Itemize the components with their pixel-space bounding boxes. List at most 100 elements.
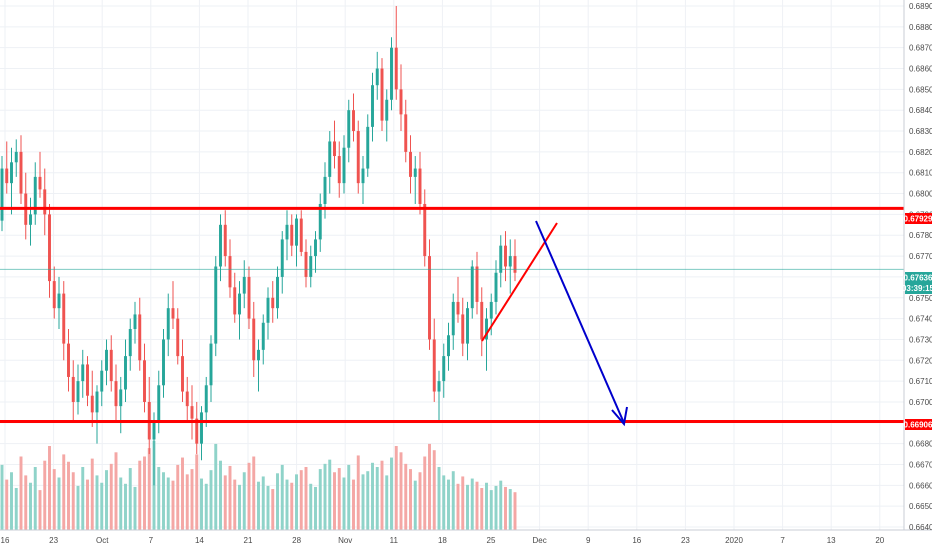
volume-bar bbox=[95, 475, 99, 530]
candle-body bbox=[390, 47, 393, 100]
volume-bar bbox=[57, 477, 61, 530]
volume-bar bbox=[133, 486, 137, 530]
candle-body bbox=[242, 276, 246, 294]
volume-bar bbox=[24, 475, 28, 530]
candle-body bbox=[162, 339, 165, 386]
candle-body bbox=[494, 272, 498, 302]
price-tick-label: 0.66400 bbox=[909, 523, 932, 532]
candle-body bbox=[347, 110, 351, 148]
volume-bar bbox=[162, 472, 165, 530]
candle-body bbox=[181, 356, 184, 392]
badge-upper-level: 0.67929 bbox=[904, 213, 932, 224]
candle-body bbox=[361, 168, 365, 184]
volume-bar bbox=[375, 467, 379, 530]
volume-bar bbox=[29, 482, 32, 530]
time-tick-label: 16 bbox=[1, 536, 10, 545]
candle-body bbox=[470, 266, 474, 309]
candle-body bbox=[219, 224, 222, 267]
candle-body bbox=[375, 68, 379, 86]
volume-bar bbox=[323, 463, 327, 530]
volume-bar bbox=[152, 440, 156, 530]
candle-body bbox=[333, 141, 336, 157]
candle-body bbox=[513, 256, 517, 273]
volume-bar bbox=[309, 483, 313, 530]
candle-body bbox=[423, 203, 427, 257]
candle-body bbox=[456, 301, 460, 315]
badge-last-price: 0.67636 03:39:15 bbox=[902, 272, 932, 294]
candle-body bbox=[442, 356, 446, 382]
volume-bar bbox=[499, 480, 503, 530]
grid bbox=[0, 0, 904, 530]
time-tick-label: 23 bbox=[681, 536, 690, 545]
volume-bar bbox=[366, 471, 370, 530]
volume-bar bbox=[399, 452, 403, 530]
volume-bar bbox=[456, 483, 460, 530]
volume-bar bbox=[219, 460, 222, 530]
volume-bar bbox=[494, 485, 498, 530]
volume-bar bbox=[314, 486, 317, 530]
candle-body bbox=[204, 385, 208, 413]
volume-bar bbox=[418, 472, 422, 530]
candles bbox=[0, 6, 517, 486]
volume-bar bbox=[508, 489, 512, 530]
time-tick-label: 16 bbox=[632, 536, 641, 545]
time-tick-label: 11 bbox=[390, 536, 399, 545]
badge-lower-text: 0.66906 bbox=[904, 421, 932, 430]
time-tick-label: Nov bbox=[338, 536, 352, 545]
time-axis[interactable]: 16 23 Oct 7 14 21 28 Nov 11 18 25 Dec 9 16 23 2020 7 13 20 bbox=[1, 536, 885, 545]
volume-bar bbox=[318, 469, 322, 530]
candle-body bbox=[290, 224, 294, 246]
volume-bar bbox=[138, 460, 142, 530]
candle-body bbox=[157, 385, 161, 423]
time-tick-label: 28 bbox=[292, 536, 301, 545]
volume-bar bbox=[43, 460, 47, 530]
volume-bar bbox=[171, 480, 175, 530]
volume-bar bbox=[124, 483, 127, 530]
time-tick-label: 25 bbox=[487, 536, 496, 545]
badge-countdown-text: 03:39:15 bbox=[902, 284, 932, 293]
candle-body bbox=[33, 176, 37, 215]
candle-body bbox=[0, 168, 4, 221]
candle-body bbox=[86, 364, 89, 396]
volume-bar bbox=[451, 471, 455, 530]
volume-bar bbox=[290, 482, 294, 530]
time-tick-label: 7 bbox=[149, 536, 154, 545]
volume-bar bbox=[0, 464, 4, 530]
volume-bar bbox=[52, 469, 56, 530]
volume-bar bbox=[38, 490, 42, 530]
candle-body bbox=[437, 381, 441, 392]
volume-bar bbox=[485, 482, 488, 530]
volume-bar bbox=[385, 475, 389, 530]
volume-bar bbox=[105, 470, 108, 530]
candle-body bbox=[119, 389, 123, 407]
candle-body bbox=[95, 391, 99, 413]
volume-bar bbox=[14, 488, 18, 530]
volume-bar bbox=[10, 472, 13, 530]
volume-bar bbox=[280, 464, 284, 530]
candle-body bbox=[371, 85, 374, 127]
volume-bar bbox=[166, 477, 170, 530]
candle-body bbox=[409, 151, 412, 177]
volume-bar bbox=[423, 456, 427, 530]
badge-lower-bg bbox=[905, 419, 932, 430]
volume-bar bbox=[223, 475, 227, 530]
volume-bar bbox=[504, 486, 507, 530]
volume-bar bbox=[252, 456, 256, 530]
volume-bar bbox=[214, 443, 218, 530]
candle-body bbox=[76, 381, 80, 402]
candle-body bbox=[323, 176, 327, 204]
volume-bar bbox=[475, 481, 479, 530]
volume-bar bbox=[190, 469, 194, 530]
candle-body bbox=[318, 203, 322, 240]
candle-body bbox=[57, 293, 61, 309]
volume-bar bbox=[295, 474, 298, 530]
candle-body bbox=[128, 329, 132, 357]
